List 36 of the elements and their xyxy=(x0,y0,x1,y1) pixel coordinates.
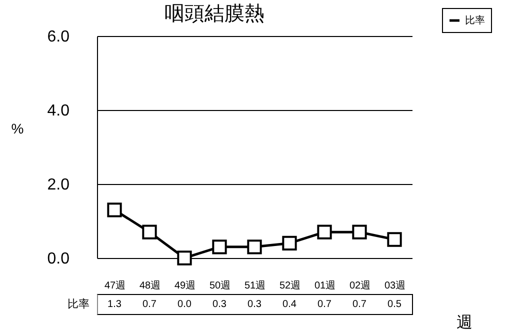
x-tick-label: 51週 xyxy=(244,280,266,292)
x-axis-title: 週 xyxy=(456,314,472,332)
data-label: 0.5 xyxy=(388,299,402,310)
data-label: 0.7 xyxy=(318,299,332,310)
point xyxy=(177,250,192,266)
x-tick-label: 52週 xyxy=(279,280,301,292)
chart-title: 咽頭結膜熱 xyxy=(164,3,264,25)
data-label: 0.3 xyxy=(212,299,227,310)
data-label: 0.4 xyxy=(282,299,297,310)
x-tick-label: 50週 xyxy=(209,280,231,292)
x-tick-label: 47週 xyxy=(104,280,126,292)
data-label: 1.3 xyxy=(108,299,122,310)
point xyxy=(282,236,297,251)
x-tick-label: 03週 xyxy=(384,280,406,292)
point xyxy=(317,224,332,240)
legend-label: 比率 xyxy=(465,14,485,26)
data-label: 0.7 xyxy=(352,299,367,310)
point xyxy=(247,240,262,254)
point xyxy=(387,232,402,247)
point xyxy=(352,224,367,240)
y-tick-label: 6.0 xyxy=(47,28,70,46)
x-tick-label: 01週 xyxy=(314,280,336,292)
text: 比率 xyxy=(68,298,90,310)
data-label: 0.7 xyxy=(142,299,157,310)
y-tick-label: 0.0 xyxy=(47,250,70,268)
point xyxy=(142,224,157,240)
data-label: 0.3 xyxy=(248,299,262,310)
y-axis-title: % xyxy=(11,120,24,136)
point xyxy=(212,240,227,254)
y-tick-label: 4.0 xyxy=(47,102,70,120)
data-label: 0.0 xyxy=(178,299,192,310)
x-tick-label: 02週 xyxy=(349,280,371,292)
x-tick-label: 49週 xyxy=(174,280,196,292)
y-tick-label: 2.0 xyxy=(47,176,70,194)
x-tick-label: 48週 xyxy=(139,280,161,292)
point xyxy=(107,202,122,218)
